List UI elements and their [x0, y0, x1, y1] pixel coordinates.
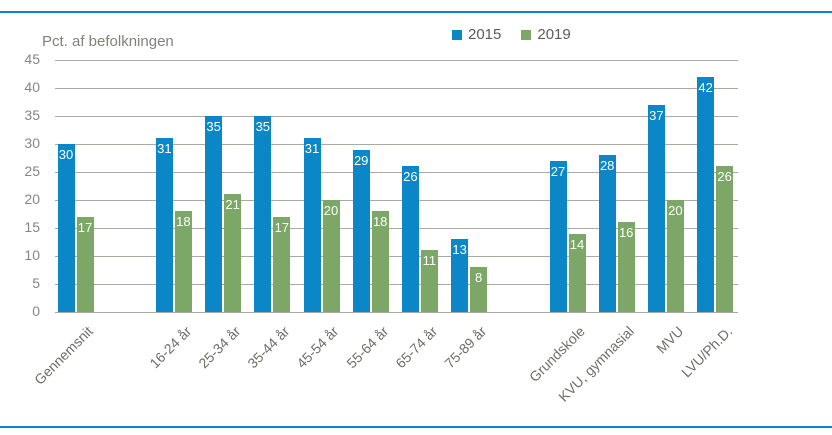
bar-value-2019-MVU: 20	[668, 203, 683, 218]
bar-value-2015-45-54 år: 31	[304, 141, 320, 157]
y-tick-label-10: 10	[24, 247, 40, 263]
gridline-15	[55, 228, 738, 229]
y-tick-label-25: 25	[24, 163, 40, 179]
y-tick-label-0: 0	[32, 303, 40, 319]
bar-2015-55-64 år	[352, 149, 370, 312]
gridline-20	[55, 200, 738, 201]
bar-2019-35-44 år	[273, 216, 291, 312]
gridline-25	[55, 172, 738, 173]
gridline-40	[55, 88, 738, 89]
chart-title: Pct. af befolkningen	[42, 33, 174, 50]
bar-2015-Grundskole	[549, 160, 567, 312]
bar-2015-25-34 år	[205, 116, 223, 312]
bar-2019-25-34 år	[224, 194, 242, 312]
bar-value-2019-35-44 år: 17	[274, 219, 290, 235]
bar-2015-65-74 år	[401, 166, 419, 312]
category-label-75-89 år: 75-89 år	[441, 323, 490, 372]
legend-label-2015: 2015	[468, 26, 502, 43]
bar-2019-65-74 år	[420, 250, 438, 312]
bar-value-2015-LVU/Ph.D.: 42	[698, 79, 713, 95]
y-tick-label-35: 35	[24, 107, 40, 123]
bar-value-2015-65-74 år: 26	[403, 169, 418, 185]
legend-item-2015: 2015	[452, 26, 501, 43]
gridline-5	[55, 284, 738, 285]
bar-value-2015-55-64 år: 29	[353, 152, 369, 168]
bar-2015-16-24 år	[155, 138, 173, 312]
bar-2015-MVU	[647, 104, 665, 312]
bar-value-2019-Grundskole: 14	[569, 236, 585, 252]
bar-2019-LVU/Ph.D.	[716, 166, 734, 312]
bar-value-2019-KVU, gymnasial: 16	[618, 225, 634, 241]
legend-item-2019: 2019	[521, 26, 571, 43]
bar-2019-KVU, gymnasial	[617, 222, 635, 312]
gridline-35	[55, 116, 738, 117]
gridline-10	[55, 256, 738, 257]
gridline-0	[55, 312, 738, 313]
bar-2015-75-89 år	[451, 239, 469, 312]
bar-2019-45-54 år	[322, 200, 340, 312]
category-label-55-64 år: 55-64 år	[342, 323, 392, 372]
bar-value-2019-75-89 år: 8	[474, 270, 483, 286]
category-label-Gennemsnit: Gennemsnit	[31, 323, 96, 388]
bar-value-2015-25-34 år: 35	[206, 119, 221, 134]
bar-2015-LVU/Ph.D.	[697, 76, 715, 312]
bar-2015-35-44 år	[254, 116, 272, 312]
bar-2019-MVU	[666, 200, 684, 312]
bar-value-2019-LVU/Ph.D.: 26	[717, 169, 732, 185]
category-label-35-44 år: 35-44 år	[244, 323, 293, 372]
bar-value-2019-25-34 år: 21	[225, 197, 240, 213]
category-label-45-54 år: 45-54 år	[293, 323, 342, 372]
y-tick-label-20: 20	[24, 191, 40, 207]
legend-swatch-2019	[521, 29, 532, 40]
y-tick-label-30: 30	[24, 135, 40, 151]
category-label-65-74 år: 65-74 år	[392, 323, 441, 372]
bar-value-2015-16-24 år: 31	[157, 141, 172, 157]
top-accent-rule	[0, 11, 832, 13]
bar-2019-16-24 år	[174, 211, 192, 312]
bottom-accent-rule	[0, 426, 832, 428]
bar-value-2015-KVU, gymnasial: 28	[599, 158, 615, 174]
bar-value-2019-45-54 år: 20	[323, 203, 339, 218]
category-label-LVU/Ph.D.: LVU/Ph.D.	[678, 323, 736, 381]
bar-value-2015-Gennemsnit: 30	[58, 147, 74, 162]
bar-2019-55-64 år	[371, 211, 389, 312]
bar-value-2019-16-24 år: 18	[176, 214, 191, 230]
bar-value-2015-MVU: 37	[649, 107, 664, 123]
bar-2019-75-89 år	[470, 267, 488, 312]
category-label-16-24 år: 16-24 år	[146, 323, 195, 372]
legend-swatch-2015	[452, 29, 462, 40]
bar-value-2019-55-64 år: 18	[372, 214, 388, 230]
bar-value-2015-35-44 år: 35	[255, 119, 271, 134]
y-tick-label-45: 45	[24, 51, 40, 67]
gridline-45	[55, 60, 738, 61]
gridline-30	[55, 144, 738, 145]
legend-label-2019: 2019	[537, 26, 571, 43]
bar-2019-Gennemsnit	[76, 216, 94, 312]
bar-2015-Gennemsnit	[57, 144, 75, 312]
bar-2015-45-54 år	[303, 138, 321, 312]
category-label-25-34 år: 25-34 år	[195, 323, 244, 372]
bar-2019-Grundskole	[568, 233, 586, 312]
y-tick-label-15: 15	[24, 219, 40, 235]
chart-legend: 2015 2019	[452, 26, 571, 43]
bar-value-2019-65-74 år: 11	[422, 253, 437, 269]
bar-value-2019-Gennemsnit: 17	[77, 219, 93, 235]
bar-value-2015-75-89 år: 13	[452, 242, 467, 258]
y-tick-label-40: 40	[24, 79, 40, 95]
bar-2015-KVU, gymnasial	[598, 155, 616, 312]
category-label-MVU: MVU	[652, 323, 687, 357]
y-tick-label-5: 5	[32, 275, 40, 291]
bar-value-2015-Grundskole: 27	[550, 163, 566, 179]
